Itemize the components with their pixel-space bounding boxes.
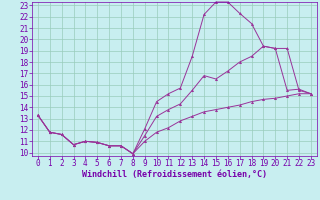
X-axis label: Windchill (Refroidissement éolien,°C): Windchill (Refroidissement éolien,°C) xyxy=(82,170,267,179)
